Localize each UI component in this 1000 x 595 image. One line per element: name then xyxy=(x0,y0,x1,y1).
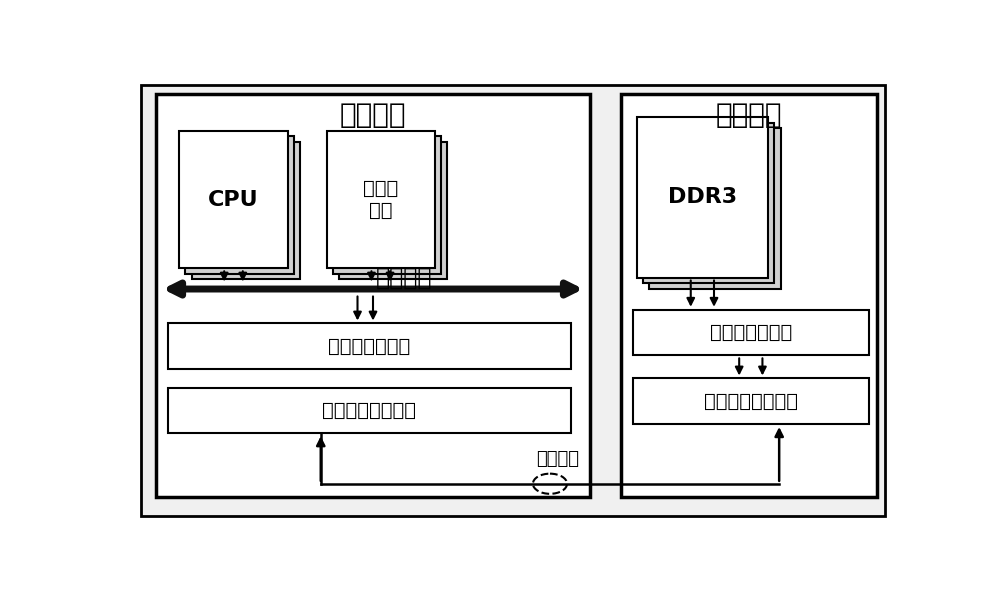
Bar xyxy=(185,136,294,274)
Bar xyxy=(621,94,877,497)
Bar xyxy=(333,136,441,274)
Bar xyxy=(179,131,288,268)
Text: 高速串行通信链路: 高速串行通信链路 xyxy=(322,401,416,420)
Text: 系统总线: 系统总线 xyxy=(376,265,432,290)
Bar xyxy=(643,123,774,283)
Text: 内存资源控制器: 内存资源控制器 xyxy=(328,337,410,356)
Text: 本地存
储器: 本地存 储器 xyxy=(363,179,398,220)
Text: 本地节点: 本地节点 xyxy=(340,101,406,129)
Bar xyxy=(649,128,781,289)
Text: 传输链路: 传输链路 xyxy=(536,450,579,468)
Bar xyxy=(633,309,869,355)
Text: CPU: CPU xyxy=(208,190,259,209)
Bar xyxy=(637,117,768,277)
Bar xyxy=(168,324,571,369)
Text: DDR3: DDR3 xyxy=(668,187,737,208)
Bar xyxy=(192,142,300,280)
Bar xyxy=(326,131,435,268)
Bar xyxy=(633,378,869,424)
Bar xyxy=(168,387,571,433)
Text: 远程节点: 远程节点 xyxy=(716,101,782,129)
Text: 内存资源控制器: 内存资源控制器 xyxy=(710,323,792,342)
Bar xyxy=(339,142,447,280)
Text: 高速串行通信链路: 高速串行通信链路 xyxy=(704,392,798,411)
Bar xyxy=(156,94,590,497)
